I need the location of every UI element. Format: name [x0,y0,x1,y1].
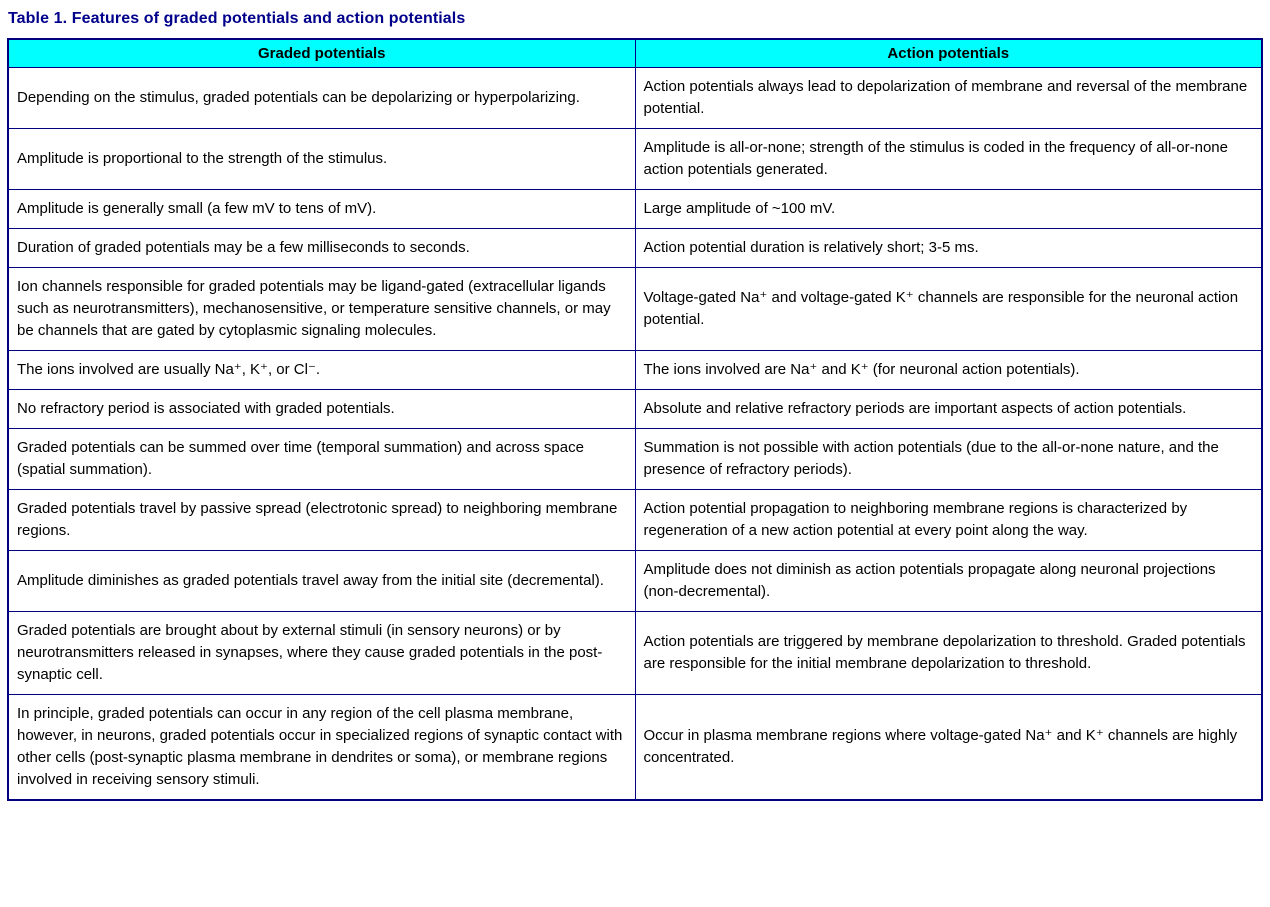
graded-potentials-cell: No refractory period is associated with … [7,389,636,429]
table-row: Graded potentials travel by passive spre… [7,489,1263,551]
graded-potentials-cell: The ions involved are usually Na⁺, K⁺, o… [7,350,636,390]
table-row: Amplitude diminishes as graded potential… [7,550,1263,612]
graded-potentials-cell: Amplitude is proportional to the strengt… [7,128,636,190]
graded-potentials-cell: Graded potentials can be summed over tim… [7,428,636,490]
graded-potentials-cell: Amplitude is generally small (a few mV t… [7,189,636,229]
table-body: Depending on the stimulus, graded potent… [7,67,1263,801]
graded-potentials-cell: Duration of graded potentials may be a f… [7,228,636,268]
column-header-action-potentials: Action potentials [634,38,1263,68]
action-potentials-cell: Action potentials are triggered by membr… [634,611,1263,695]
header-row: Graded potentials Action potentials [7,38,1263,68]
table-row: In principle, graded potentials can occu… [7,694,1263,801]
column-header-graded-potentials: Graded potentials [7,38,636,68]
action-potentials-cell: Voltage-gated Na⁺ and voltage-gated K⁺ c… [634,267,1263,351]
table-title: Table 1. Features of graded potentials a… [8,10,466,27]
table-header: Graded potentials Action potentials [7,38,1263,68]
table-row: Duration of graded potentials may be a f… [7,228,1263,268]
graded-potentials-cell: Ion channels responsible for graded pote… [7,267,636,351]
action-potentials-cell: Action potential propagation to neighbor… [634,489,1263,551]
action-potentials-cell: Action potential duration is relatively … [634,228,1263,268]
graded-potentials-cell: Graded potentials are brought about by e… [7,611,636,695]
table-row: Amplitude is proportional to the strengt… [7,128,1263,190]
action-potentials-cell: Occur in plasma membrane regions where v… [634,694,1263,801]
table-row: Graded potentials are brought about by e… [7,611,1263,695]
action-potentials-cell: Amplitude is all-or-none; strength of th… [634,128,1263,190]
graded-potentials-cell: In principle, graded potentials can occu… [7,694,636,801]
action-potentials-cell: Large amplitude of ~100 mV. [634,189,1263,229]
graded-potentials-cell: Amplitude diminishes as graded potential… [7,550,636,612]
action-potentials-cell: Amplitude does not diminish as action po… [634,550,1263,612]
action-potentials-cell: Absolute and relative refractory periods… [634,389,1263,429]
action-potentials-cell: Action potentials always lead to depolar… [634,67,1263,129]
table-row: Depending on the stimulus, graded potent… [7,67,1263,129]
page: Table 1. Features of graded potentials a… [7,10,1263,801]
table-row: Graded potentials can be summed over tim… [7,428,1263,490]
action-potentials-cell: The ions involved are Na⁺ and K⁺ (for ne… [634,350,1263,390]
table-row: No refractory period is associated with … [7,389,1263,429]
comparison-table: Graded potentials Action potentials Depe… [7,38,1263,801]
table-row: The ions involved are usually Na⁺, K⁺, o… [7,350,1263,390]
action-potentials-cell: Summation is not possible with action po… [634,428,1263,490]
table-row: Amplitude is generally small (a few mV t… [7,189,1263,229]
table-row: Ion channels responsible for graded pote… [7,267,1263,351]
graded-potentials-cell: Depending on the stimulus, graded potent… [7,67,636,129]
graded-potentials-cell: Graded potentials travel by passive spre… [7,489,636,551]
